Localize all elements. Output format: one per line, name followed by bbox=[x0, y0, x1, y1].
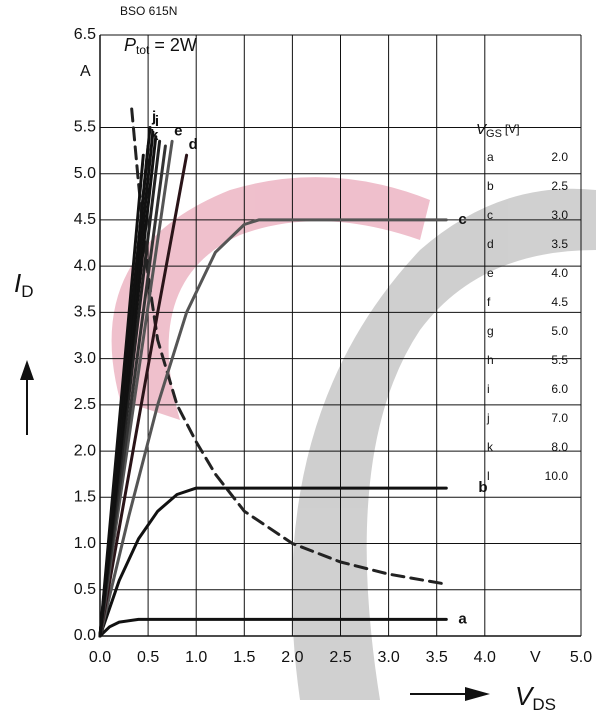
power-annotation: Ptot = 2W bbox=[124, 35, 197, 57]
y-tick-label: 5.5 bbox=[74, 119, 96, 136]
legend-letter: h bbox=[487, 353, 494, 367]
legend-value: 8.0 bbox=[551, 440, 568, 454]
x-tick-label: 2.5 bbox=[329, 649, 351, 666]
y-tick-label: 0.0 bbox=[74, 627, 96, 644]
legend-header-unit: [V] bbox=[505, 122, 520, 136]
chart: BSO 615N Ptot = 2W A V ID VDS VGS[V] 0.0… bbox=[0, 0, 596, 717]
legend-value: 3.5 bbox=[551, 237, 568, 251]
curve-label: b bbox=[478, 479, 487, 496]
y-arrowhead bbox=[20, 360, 34, 380]
annotation-symbol: P bbox=[124, 35, 136, 55]
x-tick-label: 1.5 bbox=[233, 649, 255, 666]
legend-letter: j bbox=[486, 411, 490, 425]
y-tick-label: 3.0 bbox=[74, 350, 96, 367]
legend-value: 4.5 bbox=[551, 295, 568, 309]
legend-letter: f bbox=[487, 295, 491, 309]
y-axis-label: ID bbox=[14, 268, 34, 302]
y-tick-label: 5.0 bbox=[74, 165, 96, 182]
legend-value: 10.0 bbox=[545, 469, 569, 483]
x-axis-label: VDS bbox=[515, 681, 556, 715]
curve-label: j bbox=[151, 108, 156, 125]
x-tick-label: 2.0 bbox=[281, 649, 303, 666]
legend-value: 2.0 bbox=[551, 150, 568, 164]
legend-value: 6.0 bbox=[551, 382, 568, 396]
x-tick-label: 3.5 bbox=[426, 649, 448, 666]
x-tick-label: 3.0 bbox=[377, 649, 399, 666]
legend-letter: i bbox=[487, 382, 490, 396]
y-tick-label: 1.5 bbox=[74, 489, 96, 506]
y-tick-label: 2.0 bbox=[74, 442, 96, 459]
legend-letter: g bbox=[487, 324, 494, 338]
legend-letter: b bbox=[487, 179, 494, 193]
curve-label: e bbox=[174, 122, 182, 139]
x-tick-label: 1.0 bbox=[185, 649, 207, 666]
x-tick-label: 4.0 bbox=[474, 649, 496, 666]
y-tick-label: 0.5 bbox=[74, 581, 96, 598]
y-tick-label: 3.5 bbox=[74, 304, 96, 321]
legend-value: 3.0 bbox=[551, 208, 568, 222]
chart-title: BSO 615N bbox=[120, 4, 177, 18]
x-tick-label: 0.0 bbox=[89, 649, 111, 666]
y-tick-label: 1.0 bbox=[74, 535, 96, 552]
y-label-sub: D bbox=[21, 282, 33, 301]
legend-header-sub: GS bbox=[486, 128, 502, 140]
y-unit: A bbox=[80, 63, 91, 80]
x-label-sub: DS bbox=[532, 695, 556, 714]
y-tick-label: 6.5 bbox=[74, 26, 96, 43]
legend-letter: d bbox=[487, 237, 494, 251]
curve bbox=[100, 488, 446, 636]
legend-letter: a bbox=[487, 150, 494, 164]
x-arrowhead bbox=[465, 687, 490, 701]
y-label-symbol: I bbox=[14, 268, 21, 298]
legend-value: 4.0 bbox=[551, 266, 568, 280]
y-tick-label: 4.5 bbox=[74, 211, 96, 228]
legend-letter: e bbox=[487, 266, 494, 280]
x-tick-label: 5.0 bbox=[570, 649, 592, 666]
legend-letter: k bbox=[487, 440, 494, 454]
curve-label: a bbox=[458, 610, 467, 627]
annotation-rest: = 2W bbox=[149, 35, 197, 55]
legend-value: 7.0 bbox=[551, 411, 568, 425]
y-tick-label: 4.0 bbox=[74, 257, 96, 274]
curve bbox=[100, 619, 446, 636]
legend-letter: c bbox=[487, 208, 493, 222]
legend-value: 5.0 bbox=[551, 324, 568, 338]
watermark bbox=[112, 177, 596, 700]
curve-label: c bbox=[458, 211, 466, 228]
legend-value: 2.5 bbox=[551, 179, 568, 193]
curve-label: d bbox=[189, 136, 198, 153]
legend-value: 5.5 bbox=[551, 353, 568, 367]
legend-header: VGS[V] bbox=[476, 121, 520, 140]
y-tick-label: 2.5 bbox=[74, 396, 96, 413]
x-tick-label: 0.5 bbox=[137, 649, 159, 666]
x-unit: V bbox=[530, 649, 541, 666]
